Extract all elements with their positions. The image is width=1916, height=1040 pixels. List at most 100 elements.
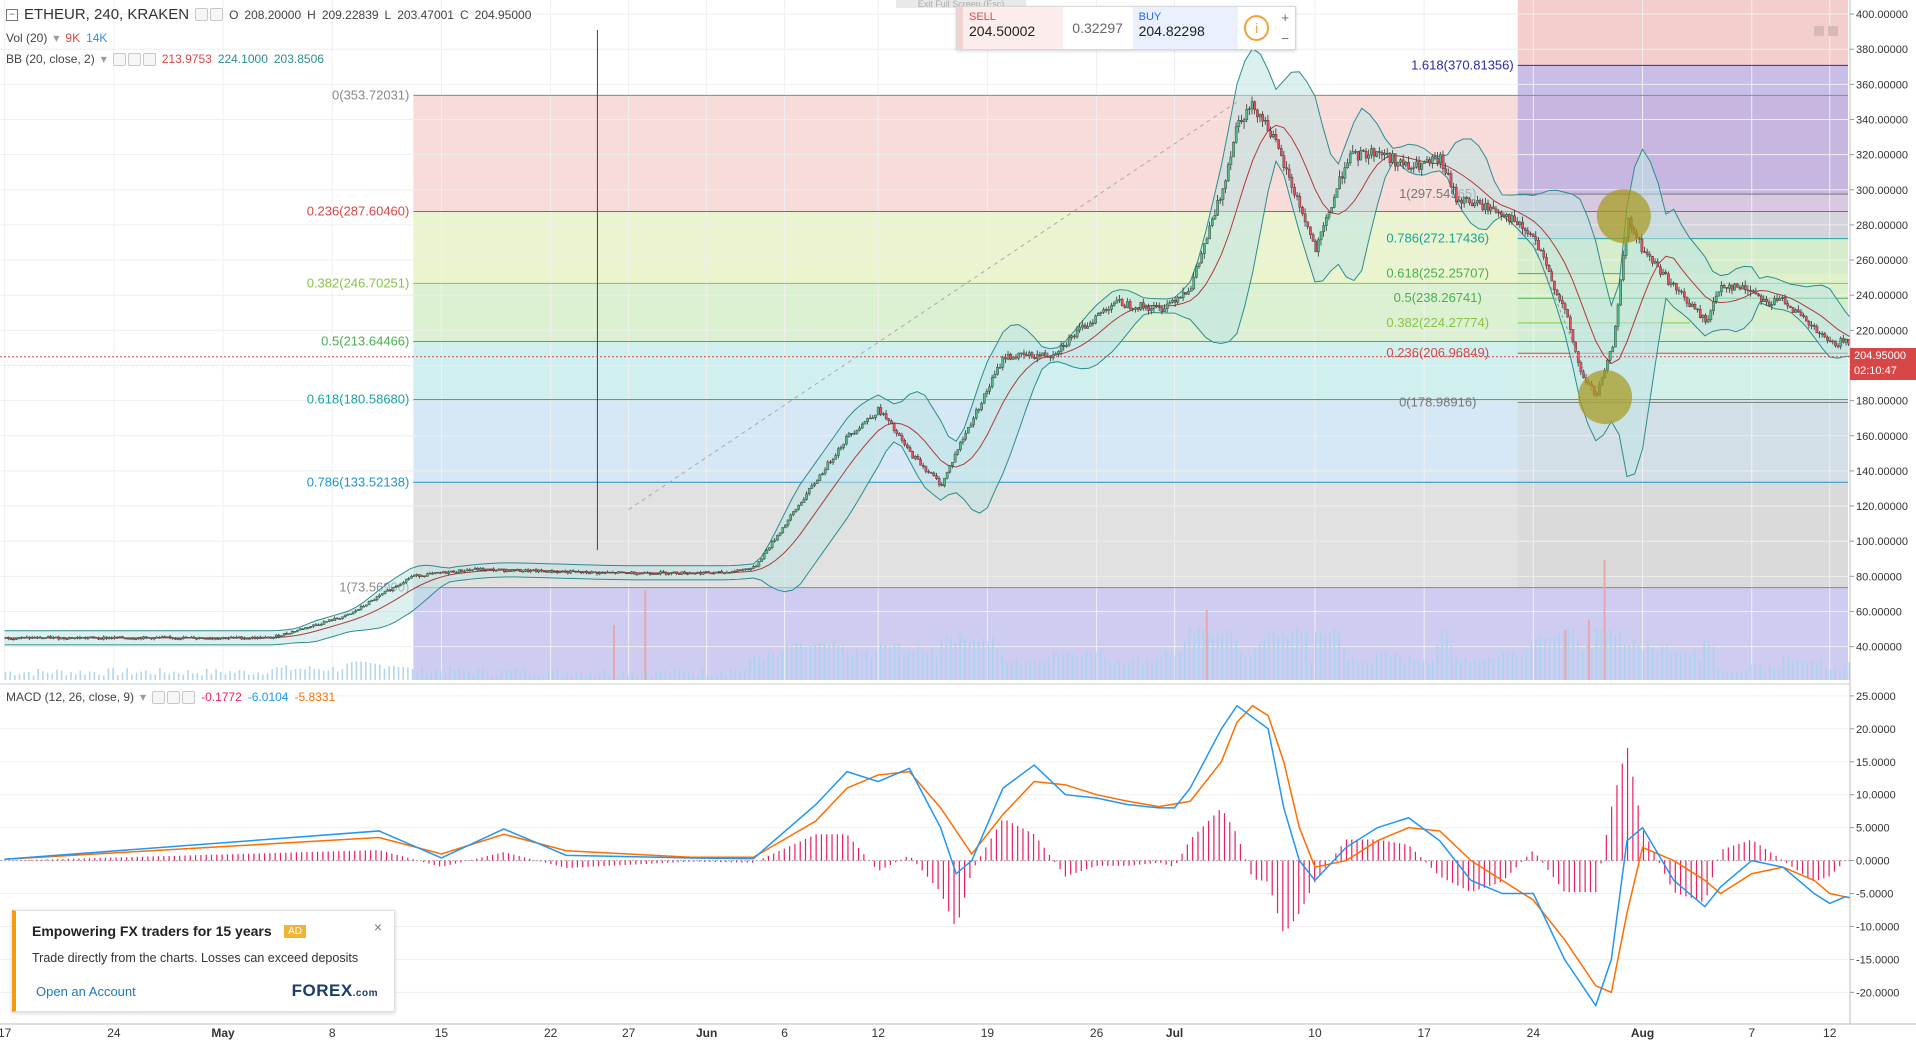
volume-bar	[46, 672, 49, 680]
close-icon[interactable]: ×	[373, 919, 382, 935]
volume-bar	[219, 672, 222, 680]
collapse-icon[interactable]: −	[6, 8, 18, 21]
delete-icon[interactable]	[182, 690, 196, 704]
candle	[1290, 176, 1294, 188]
candle	[564, 571, 567, 573]
date-tick-label: Jul	[1166, 1026, 1183, 1040]
candle	[68, 637, 71, 640]
macd-tools[interactable]	[152, 690, 196, 704]
volume-label[interactable]: Vol (20)	[6, 31, 48, 45]
minus-icon[interactable]: −	[1281, 31, 1289, 46]
sell-button[interactable]: SELL 204.50002	[957, 7, 1063, 49]
volume-bar	[1474, 658, 1476, 680]
volume-bar	[1258, 641, 1261, 680]
volume-bar	[430, 671, 433, 680]
candle	[1157, 306, 1161, 308]
bb-label[interactable]: BB (20, close, 2)	[6, 52, 95, 66]
chevron-down-icon[interactable]: ▾	[53, 31, 60, 45]
price-tick-label: 380.00000	[1856, 44, 1908, 56]
candle	[1805, 316, 1808, 322]
eye-icon[interactable]	[195, 8, 209, 21]
candle	[1033, 356, 1036, 359]
volume-bar	[37, 668, 40, 680]
candle	[1099, 311, 1103, 314]
candle	[921, 465, 925, 467]
volume-bar	[1726, 673, 1729, 680]
trade-panel: SELL 204.50002 0.32297 BUY 204.82298 i +…	[956, 6, 1296, 50]
candle	[760, 558, 763, 562]
quantity-stepper[interactable]: + −	[1275, 7, 1295, 49]
candle	[65, 638, 69, 640]
eye-icon[interactable]	[112, 52, 126, 66]
candle	[916, 456, 920, 460]
fib-level-label: 0.236(287.60460)	[307, 204, 410, 219]
volume-bar	[786, 644, 788, 680]
buy-button[interactable]: BUY 204.82298	[1132, 7, 1238, 49]
candle	[322, 621, 326, 625]
candle	[1457, 199, 1461, 203]
candle	[1698, 308, 1702, 318]
plus-icon[interactable]: +	[1281, 10, 1289, 25]
candle	[7, 637, 10, 640]
delete-icon[interactable]	[142, 52, 156, 66]
candle	[1579, 362, 1583, 373]
candle	[203, 638, 206, 640]
candle	[1123, 305, 1127, 308]
candle	[1574, 341, 1577, 352]
candle	[1115, 299, 1119, 304]
candle	[696, 572, 700, 574]
scroll-right-icon[interactable]	[1828, 26, 1838, 36]
candle	[1394, 153, 1397, 167]
candle	[1659, 266, 1662, 275]
volume-bar	[505, 670, 507, 680]
candle	[1372, 148, 1376, 157]
candle	[1539, 249, 1543, 252]
legend-tools[interactable]	[195, 8, 224, 21]
candle	[1081, 324, 1084, 328]
settings-icon[interactable]	[127, 52, 141, 66]
candle	[1751, 290, 1755, 293]
volume-bar	[1329, 632, 1331, 680]
candle	[561, 571, 564, 573]
candle	[471, 569, 474, 571]
chevron-down-icon[interactable]: ▾	[100, 52, 107, 66]
exit-fullscreen-hint[interactable]: Exit Full Screen (Esc)	[896, 0, 1026, 8]
volume-bar	[248, 674, 250, 680]
candle	[529, 569, 533, 572]
candle	[593, 571, 596, 573]
volume-bar	[182, 674, 185, 680]
candle	[1272, 134, 1275, 138]
candle	[903, 439, 907, 446]
candle	[487, 568, 490, 571]
volume-bar	[1502, 651, 1504, 680]
candle	[1025, 354, 1029, 357]
volume-bar	[402, 666, 405, 680]
volume-bar	[622, 671, 624, 680]
candle	[969, 424, 973, 428]
scroll-left-icon[interactable]	[1814, 26, 1824, 36]
ad-banner[interactable]: Empowering FX traders for 15 years AD Tr…	[12, 910, 395, 1012]
volume-bar	[1436, 645, 1439, 680]
volume-bar	[224, 674, 227, 680]
eye-icon[interactable]	[152, 690, 166, 704]
volume-bar	[1202, 629, 1205, 680]
chevron-down-icon[interactable]: ▾	[140, 690, 147, 704]
fib-level-label: 0.786(272.17436)	[1386, 231, 1489, 246]
settings-icon[interactable]	[210, 8, 224, 21]
volume-bar	[1113, 662, 1116, 680]
candle	[1049, 356, 1052, 359]
candle	[1062, 345, 1066, 347]
settings-icon[interactable]	[167, 690, 181, 704]
candle	[863, 421, 867, 425]
macd-label[interactable]: MACD (12, 26, close, 9)	[6, 690, 135, 704]
open-account-link[interactable]: Open an Account	[36, 984, 136, 999]
bb-tools[interactable]	[112, 52, 156, 66]
candle	[948, 465, 952, 473]
candle	[1142, 302, 1145, 309]
volume-bar	[145, 670, 147, 680]
candle	[1150, 308, 1153, 311]
candle	[794, 508, 798, 512]
volume-bar	[837, 644, 840, 680]
info-icon[interactable]: i	[1244, 15, 1270, 41]
